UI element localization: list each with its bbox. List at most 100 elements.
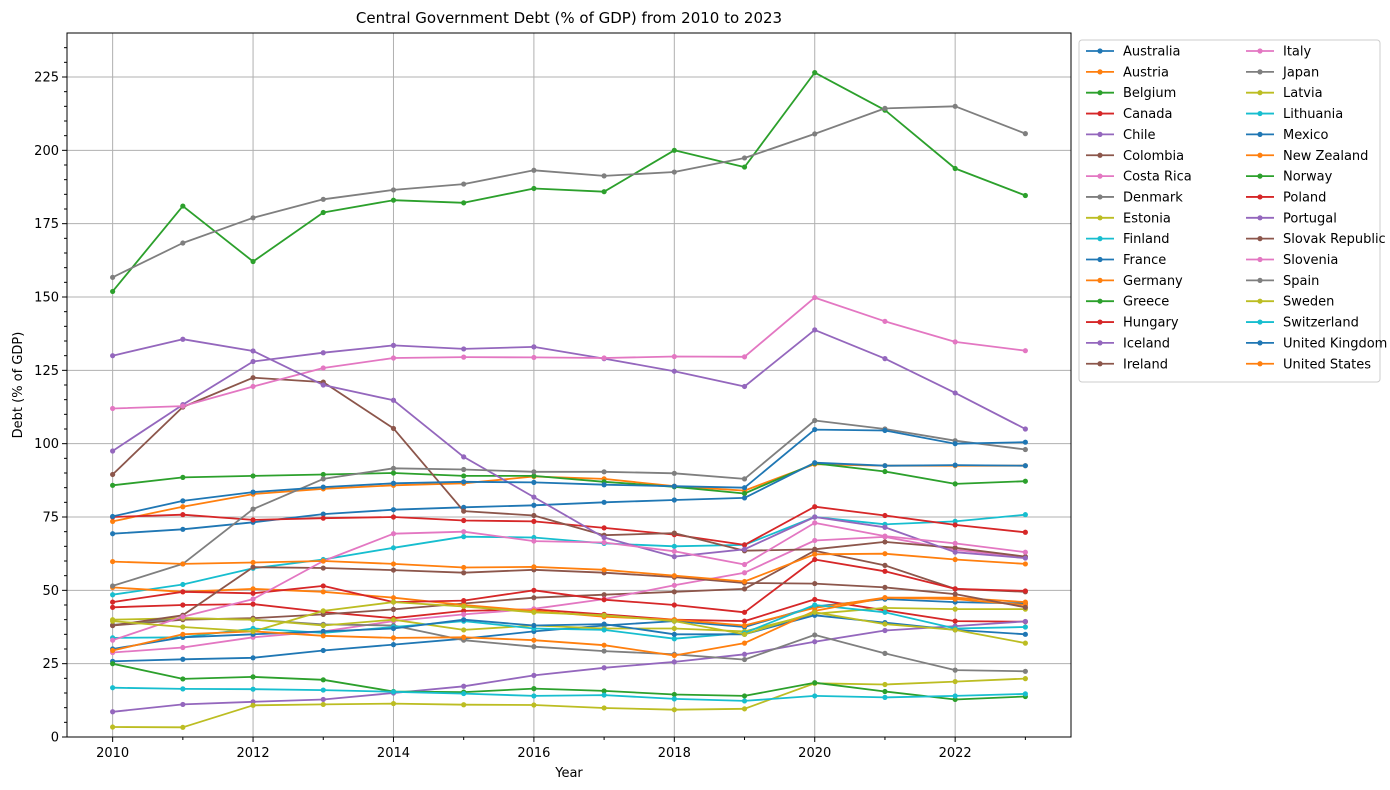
data-point — [250, 702, 256, 708]
series-line — [112, 662, 1026, 701]
data-point — [461, 473, 467, 479]
series-line — [111, 71, 1026, 292]
series-line — [111, 376, 1026, 558]
x-tick-label: 2016 — [517, 746, 550, 761]
legend-marker — [1097, 110, 1103, 117]
data-point — [250, 564, 256, 570]
legend-marker — [1257, 277, 1263, 283]
legend-label: Latvia — [1283, 86, 1323, 101]
data-point — [952, 549, 958, 555]
data-point — [952, 462, 958, 468]
data-point — [110, 622, 116, 629]
data-point — [882, 551, 888, 557]
legend-label: Slovak Republic — [1283, 232, 1386, 247]
legend-marker — [1097, 277, 1103, 283]
data-point — [320, 622, 326, 629]
legend-label: Australia — [1123, 45, 1181, 60]
grid-lines — [67, 33, 1071, 738]
data-point — [461, 479, 467, 485]
data-point — [882, 356, 888, 362]
data-point — [110, 685, 116, 691]
data-point — [882, 650, 888, 657]
data-point — [952, 441, 958, 447]
data-point — [812, 426, 818, 433]
data-point — [180, 561, 186, 567]
data-point — [320, 196, 326, 202]
data-point — [320, 382, 326, 388]
data-point — [110, 604, 116, 610]
legend-label: Denmark — [1123, 190, 1183, 205]
data-point — [671, 691, 677, 698]
data-point — [110, 724, 116, 730]
data-point — [320, 647, 326, 654]
data-point — [882, 688, 888, 695]
data-point — [671, 353, 677, 360]
data-point — [741, 570, 748, 576]
data-point — [461, 181, 467, 187]
data-point — [882, 512, 888, 519]
y-tick-label: 50 — [42, 584, 59, 599]
legend-label: Greece — [1123, 295, 1169, 310]
data-point — [110, 405, 116, 412]
legend-marker — [1257, 298, 1263, 304]
data-point — [180, 474, 186, 480]
y-tick-label: 0 — [51, 731, 59, 746]
data-point — [812, 680, 818, 686]
data-point — [250, 215, 256, 221]
data-point — [1022, 478, 1028, 484]
data-point — [390, 187, 397, 193]
data-point — [741, 618, 748, 624]
data-point — [671, 636, 677, 642]
legend-label: Colombia — [1123, 149, 1184, 164]
data-point — [671, 169, 677, 175]
data-point — [1022, 192, 1028, 199]
legend-label: Germany — [1123, 274, 1183, 289]
data-point — [952, 627, 958, 633]
data-point — [320, 365, 326, 371]
x-tick-label: 2020 — [798, 746, 831, 761]
data-point — [1022, 439, 1028, 445]
data-point — [250, 348, 256, 354]
data-point — [110, 709, 116, 715]
data-point — [110, 637, 116, 643]
data-point — [390, 197, 397, 203]
series-points — [110, 70, 1028, 730]
legend-label: France — [1123, 253, 1166, 268]
data-point — [601, 705, 607, 711]
data-point — [461, 627, 467, 633]
data-point — [180, 498, 186, 504]
data-point — [671, 659, 677, 665]
data-point — [390, 470, 397, 476]
data-point — [671, 483, 677, 489]
data-point — [601, 648, 607, 654]
legend-marker — [1097, 194, 1103, 200]
data-point — [461, 564, 467, 571]
data-point — [390, 606, 397, 613]
legend-label: Belgium — [1123, 86, 1176, 101]
data-point — [882, 463, 888, 469]
data-point — [601, 482, 607, 488]
series-line — [112, 566, 1026, 627]
data-point — [390, 507, 397, 513]
data-point — [320, 687, 326, 693]
y-tick-label: 150 — [34, 291, 59, 306]
data-point — [952, 339, 958, 345]
data-point — [390, 397, 397, 403]
data-point — [741, 155, 748, 161]
legend-label: Ireland — [1123, 357, 1168, 372]
legend-label: Poland — [1283, 190, 1326, 205]
data-point — [461, 611, 467, 617]
data-point — [320, 628, 326, 635]
data-point — [110, 448, 116, 454]
data-point — [1022, 426, 1028, 432]
data-point — [741, 693, 748, 699]
x-tick-label: 2018 — [658, 746, 691, 761]
data-point — [250, 655, 256, 661]
data-point — [390, 480, 397, 486]
series-line — [112, 604, 1026, 640]
data-point — [882, 427, 888, 434]
data-point — [812, 556, 818, 563]
data-point — [741, 609, 748, 615]
data-point — [601, 499, 607, 505]
data-point — [250, 383, 256, 390]
